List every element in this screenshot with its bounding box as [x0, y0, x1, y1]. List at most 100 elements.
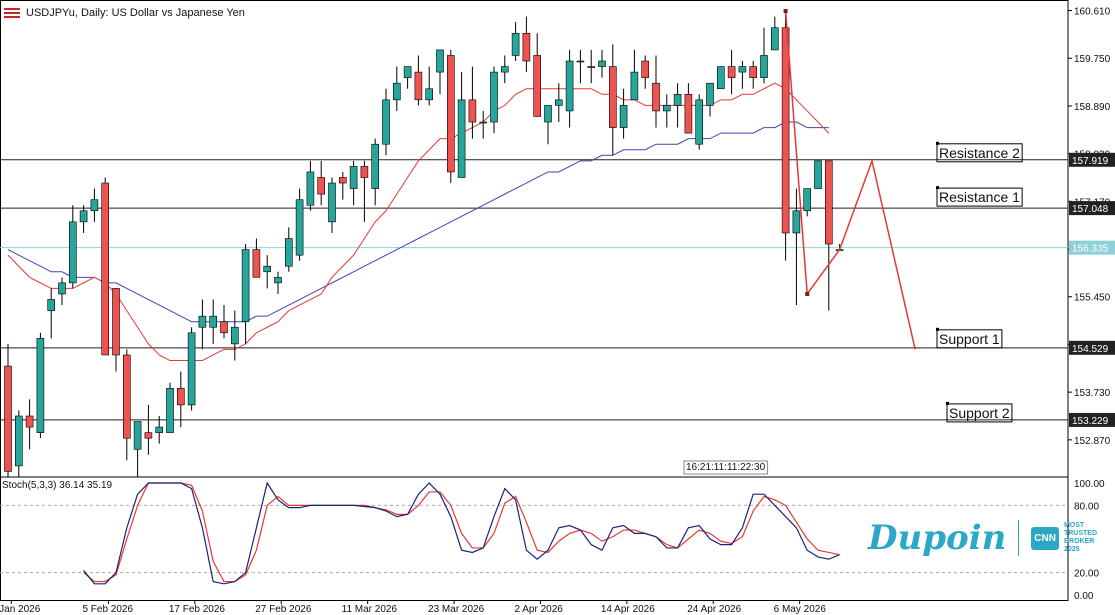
candle-body [166, 387, 174, 433]
candle-body [608, 66, 617, 128]
y-tick-label: 158.890 [1074, 102, 1111, 113]
candle-body [295, 199, 304, 256]
stoch-tick-label: 80.00 [1074, 501, 1099, 512]
candle-body [284, 238, 293, 267]
candle-body [90, 199, 99, 212]
candle-body [79, 210, 88, 223]
candle-body [770, 27, 779, 51]
candle-body [220, 321, 228, 334]
current-price-label: 156.335 [1072, 244, 1109, 255]
level-anchor-dot [936, 327, 939, 331]
candle-body [198, 315, 207, 328]
usd-jpy-flag-icon [4, 8, 20, 18]
candle-body [652, 82, 660, 112]
candle-body [511, 32, 520, 56]
candle-body [144, 432, 153, 439]
plot-frame [0, 0, 1069, 601]
y-tick-label: 160.610 [1074, 7, 1111, 18]
candle-body [533, 55, 542, 117]
candle-body [360, 166, 369, 178]
ma-fast-line [7, 82, 830, 362]
logo-divider [1018, 520, 1020, 556]
chart-title: USDJPYu, Daily: US Dollar vs Japanese Ye… [4, 7, 245, 19]
projection-path [784, 11, 916, 350]
candle-body [328, 182, 336, 223]
candle-body [522, 32, 531, 62]
candle-body [123, 354, 131, 439]
candle-body [392, 82, 401, 101]
candle-body [781, 27, 790, 234]
candle-body [749, 66, 758, 78]
level-price-label: 154.529 [1072, 344, 1109, 355]
y-tick-label: 152.870 [1074, 436, 1111, 447]
candle-body [457, 99, 466, 178]
candle-body [371, 143, 380, 189]
stoch-k-line [83, 481, 840, 585]
stoch-d-line [83, 482, 840, 583]
candle-body [403, 66, 412, 78]
candle-body [630, 71, 639, 101]
candle-body [587, 66, 596, 68]
y-tick-label: 153.730 [1074, 388, 1111, 399]
broker-logo: Dupoin CNN MOST TRUSTED BROKER 2025 [868, 518, 1097, 558]
candle-body [468, 99, 477, 123]
candle-body [112, 288, 120, 356]
level-anchor-dot [936, 141, 939, 145]
chart-title-text: USDJPYu, Daily: US Dollar vs Japanese Ye… [26, 7, 245, 19]
level-name-label: Support 2 [949, 405, 1010, 421]
level-price-label: 157.919 [1072, 156, 1109, 167]
stoch-tick-label: 0.00 [1074, 591, 1094, 602]
level-name-box [936, 143, 1023, 163]
candle-body [673, 93, 682, 106]
stochastic-label: Stoch(5,3,3) 36.14 35.19 [2, 480, 113, 491]
candle-body [252, 249, 261, 278]
candle-body [565, 60, 574, 112]
candle-body [436, 49, 444, 73]
candle-body [662, 105, 671, 112]
candle-body [69, 221, 77, 284]
candle-body [727, 66, 736, 78]
candle-body [241, 249, 250, 322]
level-price-label: 153.229 [1072, 416, 1109, 427]
candle-body [58, 282, 66, 295]
level-price-tag [1069, 412, 1115, 427]
level-price-tag [1069, 201, 1115, 216]
candle-body [382, 99, 390, 145]
candle-body [317, 177, 326, 195]
candle-body [641, 60, 650, 78]
candle-body [619, 105, 628, 128]
time-marker-label: 16:21:11:11:22:30 [686, 462, 766, 473]
x-tick-label: 6 May 2026 [774, 604, 827, 615]
candle-body [716, 66, 725, 90]
current-price-tag [1069, 240, 1115, 255]
candle-body [47, 299, 56, 311]
candle-body [490, 71, 498, 123]
level-anchor-dot [936, 186, 939, 190]
candle-body [177, 387, 185, 406]
candle-body [684, 93, 693, 134]
level-price-tag [1069, 152, 1115, 167]
logo-wordmark: Dupoin [868, 518, 1007, 558]
level-name-label: Resistance 1 [939, 189, 1020, 205]
x-tick-label: 24 Apr 2026 [687, 604, 741, 615]
candle-body [274, 277, 282, 284]
level-price-label: 157.048 [1072, 204, 1109, 215]
candle-body [738, 66, 747, 73]
x-tick-label: 11 Mar 2026 [342, 604, 398, 615]
cnn-badge-icon: CNN [1031, 526, 1059, 550]
candle-body [36, 338, 45, 433]
x-tick-label: 27 Feb 2026 [255, 604, 312, 615]
candle-body [760, 55, 768, 78]
x-tick-label: 23 Mar 2026 [428, 604, 485, 615]
level-name-box [946, 403, 1013, 423]
candle-body [803, 188, 812, 212]
y-tick-label: 159.750 [1074, 54, 1111, 65]
stoch-tick-label: 20.00 [1074, 569, 1099, 580]
candle-body [133, 421, 142, 450]
candle-body [824, 160, 833, 245]
candle-body [101, 182, 109, 356]
candle-body [500, 66, 509, 73]
candle-body [338, 177, 347, 184]
